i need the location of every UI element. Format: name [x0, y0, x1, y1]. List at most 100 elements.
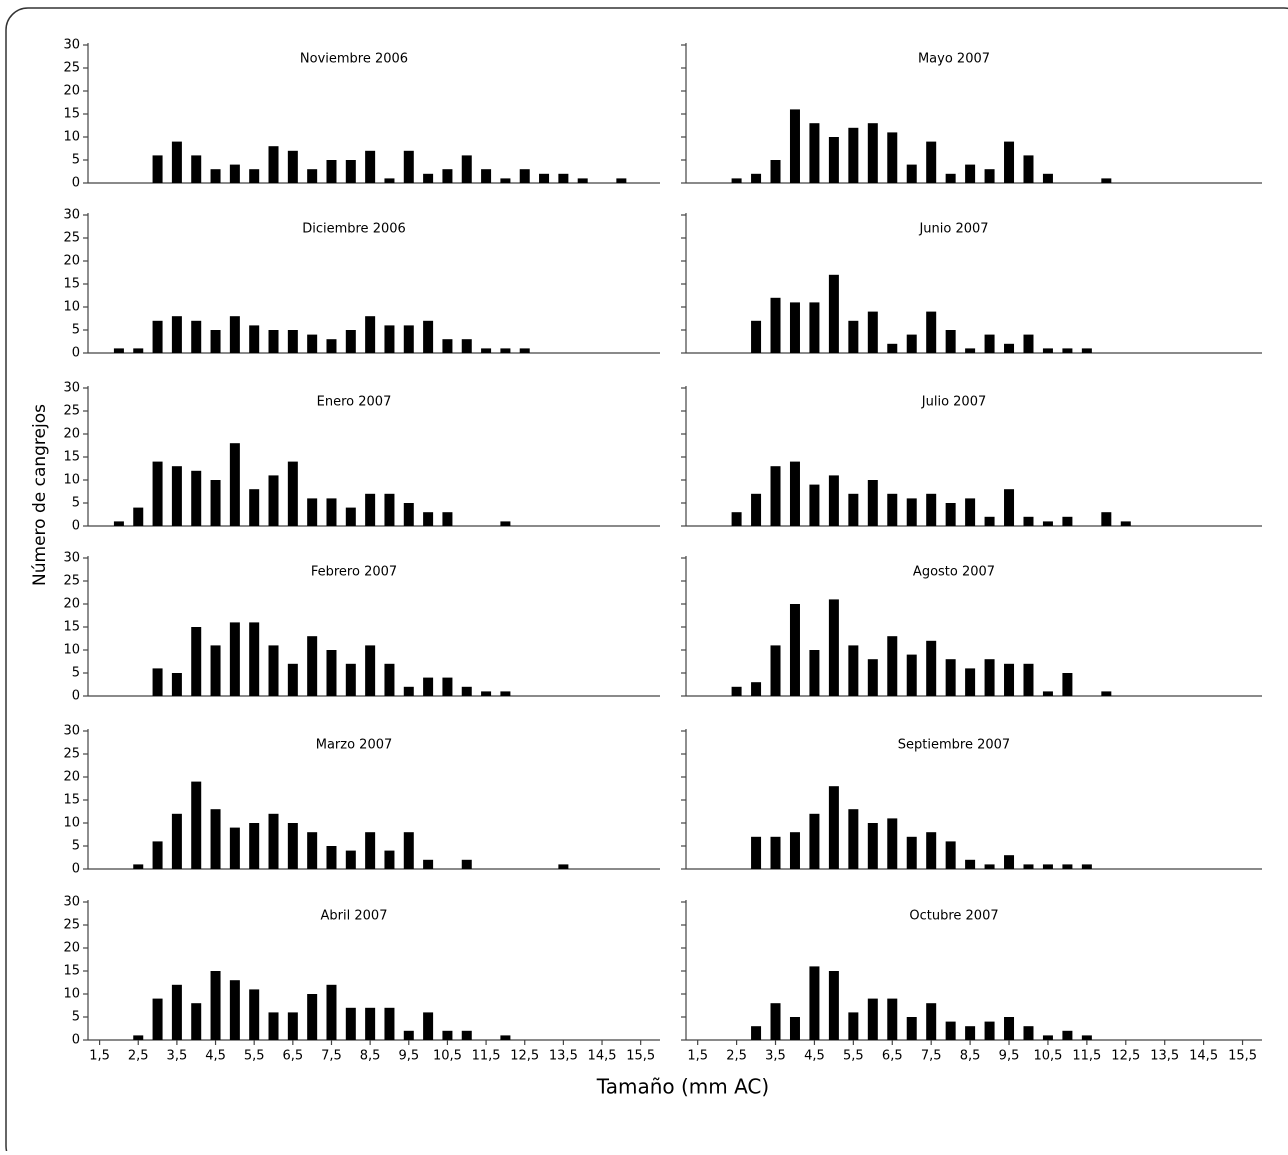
bar [828, 274, 839, 353]
bar [887, 343, 898, 353]
bar [751, 836, 762, 869]
bar [249, 169, 260, 183]
x-tick-label: 12,5 [1111, 1049, 1140, 1064]
x-tick-label: 3,5 [765, 1049, 786, 1064]
bar [345, 507, 356, 526]
bar [268, 330, 279, 353]
bar [210, 330, 221, 353]
panel-title: Abril 2007 [321, 909, 388, 924]
bar [268, 1012, 279, 1040]
bar [403, 832, 414, 869]
bar [345, 160, 356, 183]
bar [945, 659, 956, 696]
bar [789, 302, 800, 353]
y-tick-label: 20 [63, 427, 80, 442]
y-tick-label: 20 [63, 84, 80, 99]
bar [965, 498, 976, 526]
bar [887, 493, 898, 526]
bar [113, 521, 124, 526]
panel-title: Marzo 2007 [316, 738, 393, 753]
bar [268, 475, 279, 526]
bar [906, 836, 917, 869]
bar [945, 503, 956, 526]
bar [481, 348, 492, 353]
bar [984, 169, 995, 183]
bar [152, 998, 163, 1040]
bar [191, 627, 202, 696]
bar [152, 668, 163, 696]
panel-title: Mayo 2007 [918, 52, 990, 67]
bar [1042, 348, 1053, 353]
bar [229, 622, 240, 696]
bar [558, 173, 569, 183]
frame [5, 7, 1288, 1155]
y-tick-label: 20 [63, 597, 80, 612]
bar [191, 155, 202, 183]
bar [423, 1012, 434, 1040]
y-tick-label: 20 [63, 770, 80, 785]
bar [984, 659, 995, 696]
bar [1062, 864, 1073, 869]
bar [326, 160, 337, 183]
y-axis-label: Número de cangrejos [30, 404, 50, 586]
bar [403, 325, 414, 353]
y-tick-label: 15 [63, 450, 80, 465]
bar [210, 971, 221, 1040]
panel-title: Febrero 2007 [311, 565, 397, 580]
x-tick-label: 15,5 [1228, 1049, 1257, 1064]
x-tick-label: 11,5 [472, 1049, 501, 1064]
x-tick-label: 8,5 [360, 1049, 381, 1064]
bar [500, 521, 511, 526]
bar [191, 781, 202, 869]
y-tick-label: 10 [63, 987, 80, 1002]
y-tick-label: 5 [72, 496, 80, 511]
bar [731, 178, 742, 183]
bar [1004, 343, 1015, 353]
bar [307, 169, 318, 183]
bar [616, 178, 627, 183]
bar [210, 645, 221, 696]
x-tick-label: 13,5 [549, 1049, 578, 1064]
y-tick-label: 25 [63, 918, 80, 933]
bar [906, 498, 917, 526]
y-tick-label: 5 [72, 839, 80, 854]
bar [887, 818, 898, 869]
bar [345, 663, 356, 696]
bar [867, 823, 878, 869]
bar [1101, 691, 1112, 696]
bar [171, 316, 182, 353]
panel-title: Diciembre 2006 [302, 222, 406, 237]
bar [1081, 348, 1092, 353]
panel-title: Octubre 2007 [909, 909, 998, 924]
bar [268, 813, 279, 869]
bar [481, 169, 492, 183]
x-tick-label: 10,5 [433, 1049, 462, 1064]
bar [519, 169, 530, 183]
y-tick-label: 20 [63, 254, 80, 269]
bar [809, 650, 820, 696]
bar [965, 859, 976, 869]
bar [210, 809, 221, 869]
bar [133, 1035, 144, 1040]
bar [828, 786, 839, 869]
bar [770, 466, 781, 526]
bar [500, 348, 511, 353]
bar [171, 466, 182, 526]
bar [287, 823, 298, 869]
bar [1101, 178, 1112, 183]
bar [809, 302, 820, 353]
bar [133, 348, 144, 353]
bar [1120, 521, 1131, 526]
bar [1062, 673, 1073, 696]
bar [789, 1017, 800, 1040]
bar [945, 841, 956, 869]
y-tick-label: 5 [72, 153, 80, 168]
bar [191, 320, 202, 353]
bar [461, 686, 472, 696]
bar [229, 316, 240, 353]
y-tick-label: 5 [72, 323, 80, 338]
bar [926, 141, 937, 183]
bar [809, 813, 820, 869]
x-tick-label: 2,5 [128, 1049, 149, 1064]
bar [965, 348, 976, 353]
